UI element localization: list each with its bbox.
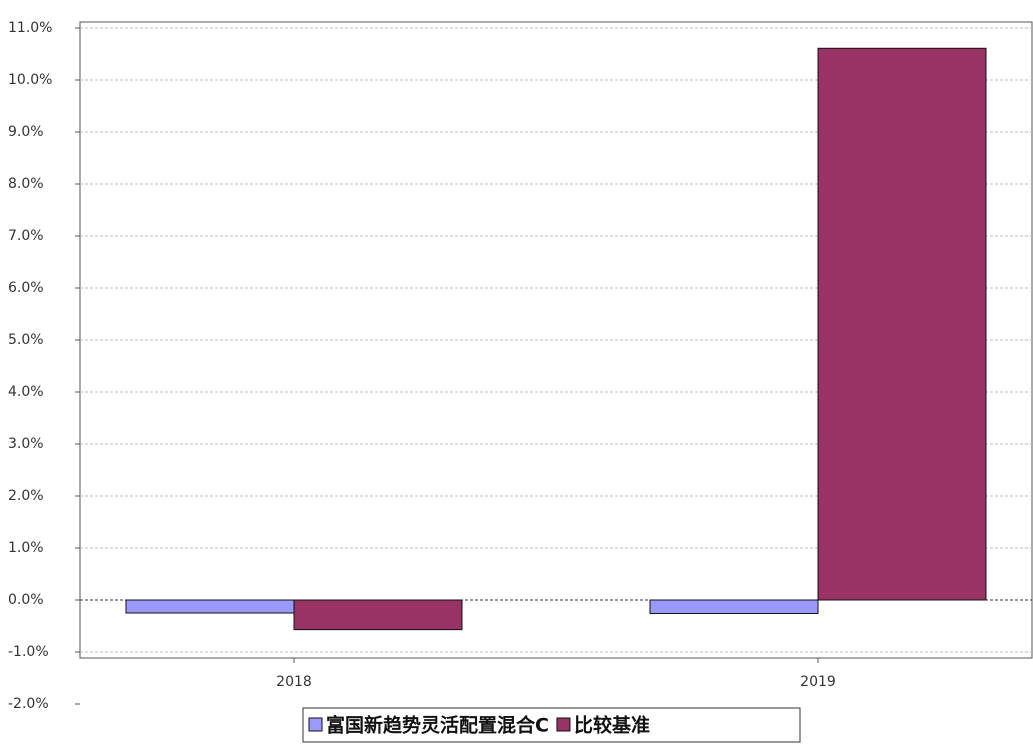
legend-swatch bbox=[308, 717, 323, 732]
y-tick-label: 0.0% bbox=[8, 592, 44, 608]
legend-label: 富国新趋势灵活配置混合C bbox=[326, 714, 549, 737]
x-tick-label: 2018 bbox=[276, 674, 312, 690]
y-tick-label: 11.0% bbox=[8, 20, 52, 36]
y-tick-label: -1.0% bbox=[8, 644, 49, 660]
y-tick-label: 10.0% bbox=[8, 72, 52, 88]
bar bbox=[125, 599, 295, 614]
y-tick-label: 8.0% bbox=[8, 176, 44, 192]
y-tick-label: 1.0% bbox=[8, 540, 44, 556]
y-tick-label: 2.0% bbox=[8, 488, 44, 504]
y-tick-label: 3.0% bbox=[8, 436, 44, 452]
bar bbox=[293, 599, 463, 631]
y-tick-label: -2.0% bbox=[8, 696, 49, 712]
y-tick-label: 5.0% bbox=[8, 332, 44, 348]
y-tick-label: 9.0% bbox=[8, 124, 44, 140]
y-tick-label: 4.0% bbox=[8, 384, 44, 400]
legend-box bbox=[302, 707, 801, 743]
y-tick-label: 6.0% bbox=[8, 280, 44, 296]
x-tick-label: 2019 bbox=[800, 674, 836, 690]
legend-swatch bbox=[556, 717, 571, 732]
y-tick-label: 7.0% bbox=[8, 228, 44, 244]
bar bbox=[817, 47, 987, 601]
legend-label: 比较基准 bbox=[574, 714, 650, 737]
bar bbox=[649, 599, 819, 615]
